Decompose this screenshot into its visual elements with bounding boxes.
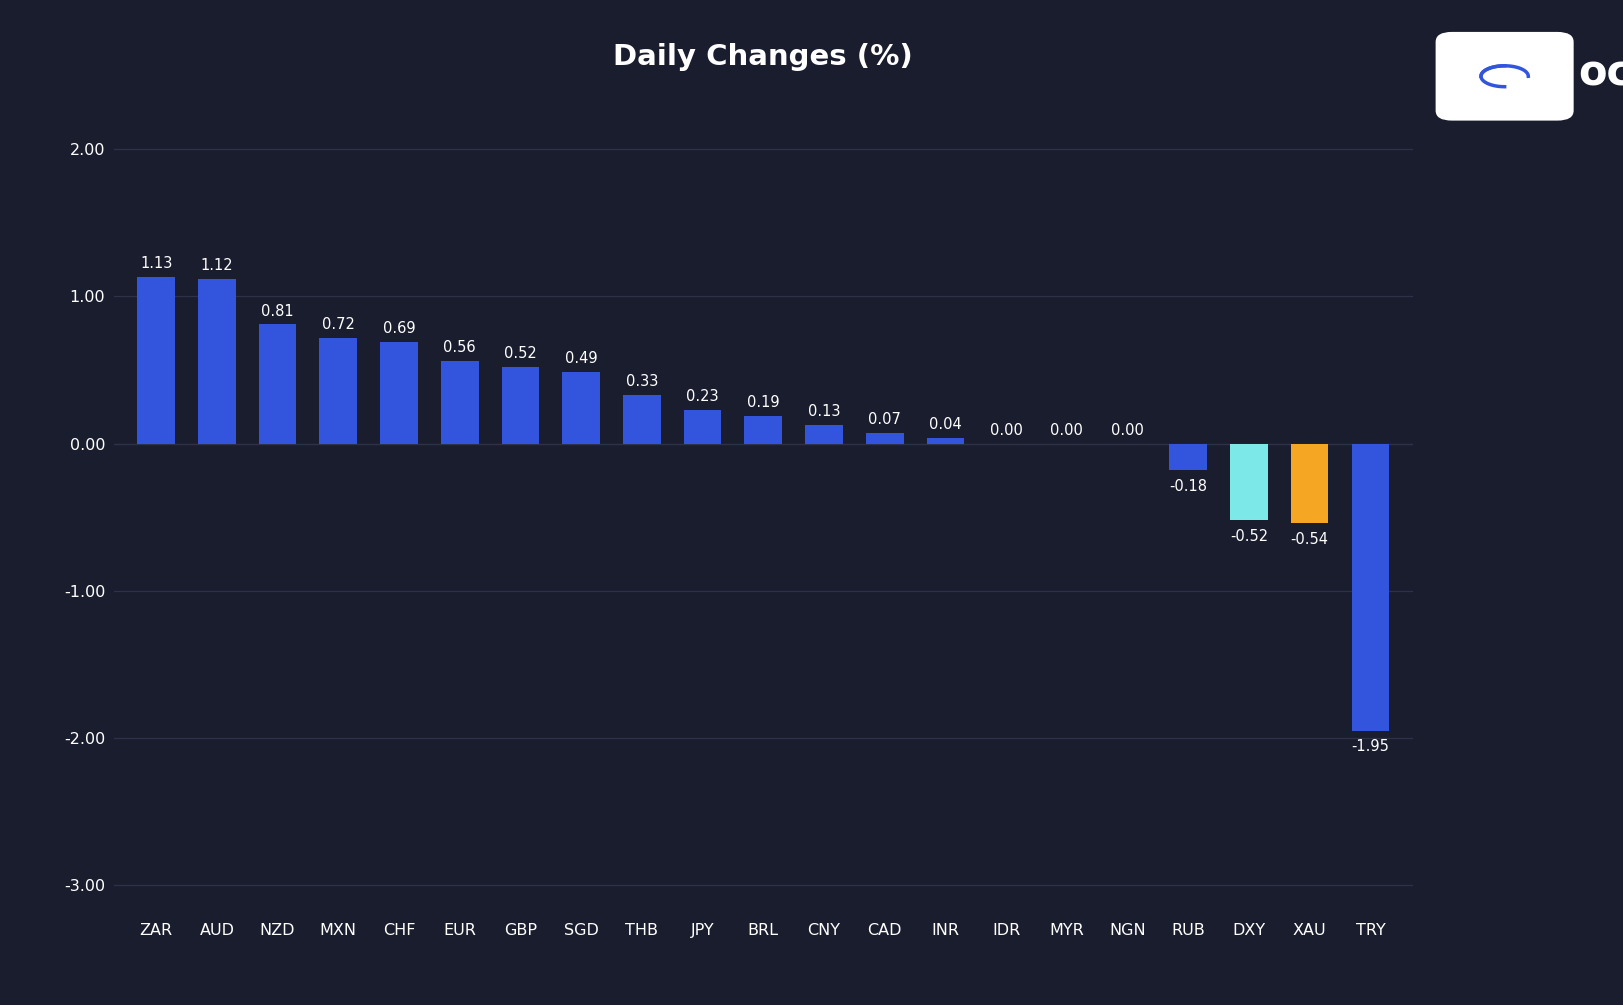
Bar xyxy=(320,338,357,443)
Text: -0.52: -0.52 xyxy=(1229,529,1268,544)
Text: 1.13: 1.13 xyxy=(140,256,172,271)
Text: 0.56: 0.56 xyxy=(443,341,476,356)
Text: 0.04: 0.04 xyxy=(928,417,961,432)
Text: 0.00: 0.00 xyxy=(1110,423,1143,438)
Text: 1.12: 1.12 xyxy=(201,258,234,273)
Text: -0.18: -0.18 xyxy=(1169,479,1206,493)
Text: 0.33: 0.33 xyxy=(625,374,657,389)
Text: 0.69: 0.69 xyxy=(383,322,415,337)
Bar xyxy=(440,361,479,443)
Text: 0.23: 0.23 xyxy=(687,389,719,404)
Bar xyxy=(1229,443,1268,521)
Title: Daily Changes (%): Daily Changes (%) xyxy=(613,43,912,71)
Text: 0.13: 0.13 xyxy=(807,404,839,419)
Text: 0.00: 0.00 xyxy=(988,423,1022,438)
Bar xyxy=(562,372,599,443)
Bar xyxy=(623,395,661,443)
Bar xyxy=(1169,443,1206,470)
Text: 0.49: 0.49 xyxy=(565,351,597,366)
Bar xyxy=(258,325,297,443)
Text: -0.54: -0.54 xyxy=(1290,532,1328,547)
Text: 0.52: 0.52 xyxy=(503,347,537,361)
Text: octa: octa xyxy=(1578,52,1623,93)
Bar xyxy=(1350,443,1388,731)
Bar xyxy=(502,367,539,443)
Bar xyxy=(1290,443,1328,523)
Text: 0.00: 0.00 xyxy=(1050,423,1083,438)
Text: 0.81: 0.81 xyxy=(261,304,294,319)
Bar xyxy=(683,410,721,443)
Text: 0.07: 0.07 xyxy=(868,412,901,427)
Bar xyxy=(743,416,782,443)
Text: -1.95: -1.95 xyxy=(1350,740,1388,755)
Bar xyxy=(380,342,417,443)
Bar xyxy=(927,438,964,443)
Bar xyxy=(805,424,842,443)
Bar xyxy=(198,278,235,443)
Bar xyxy=(865,433,902,443)
Text: 0.72: 0.72 xyxy=(321,317,354,332)
Bar xyxy=(138,277,175,443)
Text: 0.19: 0.19 xyxy=(747,395,779,410)
